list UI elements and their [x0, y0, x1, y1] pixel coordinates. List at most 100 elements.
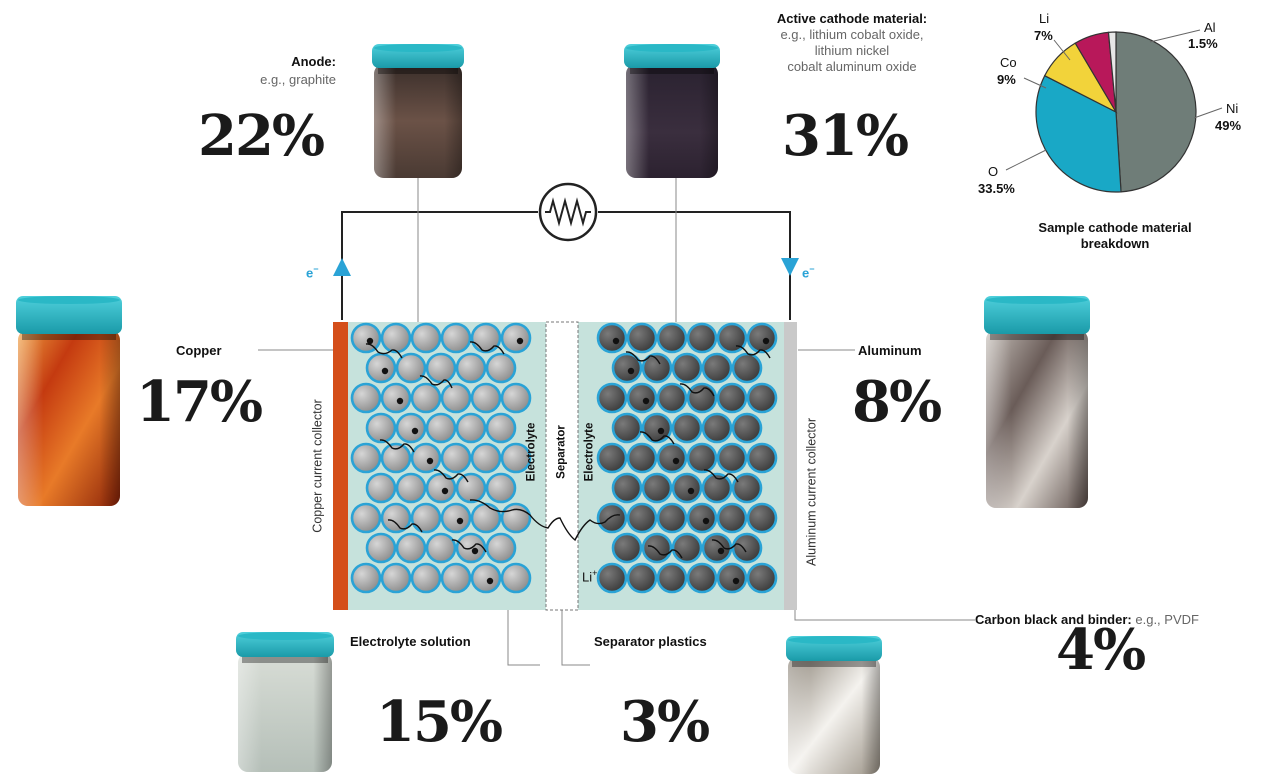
electron-up-arrow-icon — [333, 258, 351, 276]
electron-flow-arrows — [333, 258, 799, 276]
ion-path — [647, 545, 683, 559]
leader-lines — [258, 178, 975, 666]
anode-particles — [350, 322, 532, 594]
pie-label-co: Co — [1000, 55, 1017, 70]
cathode-particle — [626, 562, 658, 594]
cathode-particle — [746, 562, 778, 594]
pie-value-ni: 49% — [1215, 118, 1242, 133]
cathode-particle — [716, 322, 748, 354]
copper-current-collector-bar — [333, 322, 348, 610]
pie-value-co: 9% — [997, 72, 1016, 87]
ion-path — [703, 469, 739, 483]
pie-label-ni: Ni — [1226, 101, 1239, 116]
electron-down-arrow-icon — [781, 258, 799, 276]
electrolyte-solution-title: Electrolyte solution — [350, 634, 471, 649]
cathode-particle — [596, 502, 628, 534]
aluminum-percent: 8% — [852, 369, 942, 435]
cathode-particles — [596, 322, 778, 594]
separator-plastics-title: Separator plastics — [594, 634, 707, 649]
lithium-ion-dot — [411, 427, 419, 435]
anode-particle — [380, 442, 412, 474]
cathode-particle — [596, 442, 628, 474]
anode-particle — [470, 502, 502, 534]
cathode-particle — [746, 322, 778, 354]
cathode-particle — [716, 502, 748, 534]
anode-particle — [440, 502, 472, 534]
external-circuit — [341, 211, 791, 320]
cathode-particle — [671, 352, 703, 384]
lithium-ion-paths — [365, 341, 771, 559]
pie-leader-line — [1193, 107, 1223, 119]
lithium-ion-dot — [732, 577, 740, 585]
lithium-ion-dot — [672, 457, 680, 465]
cathode-particle — [596, 322, 628, 354]
lithium-ion-dot — [471, 547, 479, 555]
anode-particle — [500, 382, 532, 414]
cathode-percent: 31% — [782, 103, 909, 169]
cathode-particle — [626, 322, 658, 354]
cathode-particle — [641, 352, 673, 384]
copper-jar — [16, 296, 122, 506]
anode-particle — [350, 442, 382, 474]
ion-path — [735, 345, 771, 359]
anode-title: Anode: — [291, 54, 336, 69]
anode-particle — [410, 502, 442, 534]
lithium-ion-dot — [486, 577, 494, 585]
cathode-particle — [611, 532, 643, 564]
cathode-example-line-3: cobalt aluminum oxide — [787, 59, 917, 74]
cathode-particle — [611, 412, 643, 444]
pie-caption-line-1: Sample cathode material — [1038, 220, 1192, 235]
cathode-particle — [686, 322, 718, 354]
ion-path — [451, 539, 487, 553]
pie-slice-al — [1107, 31, 1117, 113]
lithium-ion-dot — [762, 337, 770, 345]
pie-value-o: 33.5% — [978, 181, 1015, 196]
material-jars — [16, 44, 1090, 774]
carbon-black-label: Carbon black and binder: e.g., PVDF — [975, 612, 1199, 627]
anode-particle — [380, 562, 412, 594]
pie-slice-ni — [1115, 31, 1197, 193]
anode-particle — [500, 562, 532, 594]
anode-particle — [440, 322, 472, 354]
anode-particle — [440, 382, 472, 414]
anode-particle — [410, 322, 442, 354]
electrolyte-solution-percent: 15% — [376, 689, 503, 755]
jar-lid — [984, 296, 1090, 334]
cathode-particle — [656, 502, 688, 534]
cathode-particle — [641, 412, 673, 444]
jar-lid — [16, 296, 122, 334]
lithium-ion-dot — [516, 337, 524, 345]
lithium-ion-dot — [366, 337, 374, 345]
cathode-particle — [626, 382, 658, 414]
lithium-ion-dot — [426, 457, 434, 465]
carbon-black-percent: 4% — [1056, 617, 1146, 683]
electrolyte-right-label: Electrolyte — [583, 422, 596, 482]
cathode-particle — [686, 382, 718, 414]
cathode-particle — [731, 472, 763, 504]
anode-particle — [455, 412, 487, 444]
anode-particle — [470, 562, 502, 594]
anode-particle — [485, 472, 517, 504]
anode-particle — [410, 442, 442, 474]
pie-value-li: 7% — [1034, 28, 1053, 43]
cathode-particle — [626, 502, 658, 534]
cathode-particle — [746, 382, 778, 414]
cathode-particle — [686, 562, 718, 594]
anode-particle — [410, 562, 442, 594]
anode-particle — [365, 412, 397, 444]
cathode-particle — [671, 532, 703, 564]
anode-particle — [425, 532, 457, 564]
pie-leader-line — [1053, 39, 1071, 61]
cathode-material-jar — [624, 44, 720, 178]
anode-particle — [485, 352, 517, 384]
anode-particle — [425, 412, 457, 444]
pie-label-o: O — [988, 164, 999, 179]
cathode-particle — [611, 472, 643, 504]
lithium-ion-dot — [702, 517, 710, 525]
anode-particle — [395, 412, 427, 444]
anode-particle — [350, 322, 382, 354]
cathode-breakdown-pie-chart — [1005, 29, 1223, 193]
anode-particle — [425, 472, 457, 504]
lithium-ion-dot — [687, 487, 695, 495]
